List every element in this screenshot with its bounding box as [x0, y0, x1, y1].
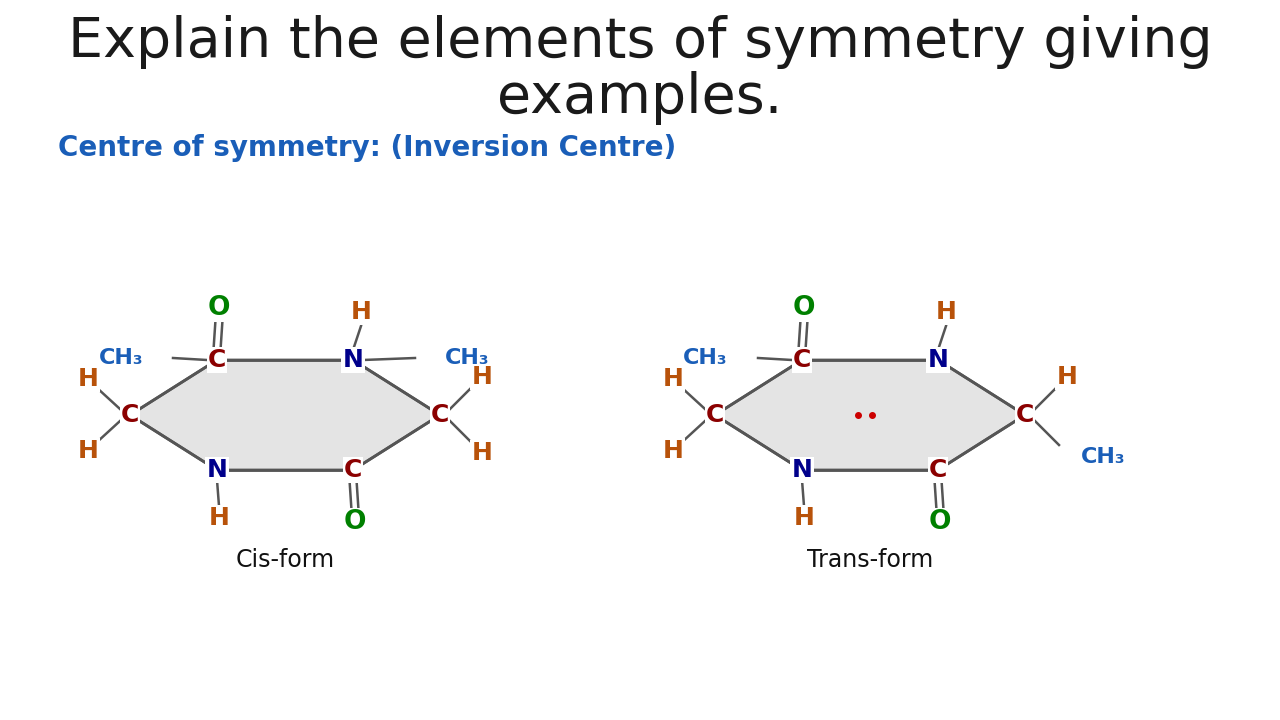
Text: H: H	[663, 367, 684, 391]
Text: H: H	[794, 506, 814, 530]
Polygon shape	[716, 360, 1025, 470]
Text: C: C	[431, 403, 449, 427]
Text: H: H	[351, 300, 371, 324]
Text: CH₃: CH₃	[445, 348, 490, 368]
Text: Explain the elements of symmetry giving: Explain the elements of symmetry giving	[68, 15, 1212, 69]
Polygon shape	[131, 360, 440, 470]
Text: H: H	[209, 506, 229, 530]
Text: O: O	[344, 509, 366, 535]
Text: CH₃: CH₃	[1082, 447, 1125, 467]
Text: Centre of symmetry: (Inversion Centre): Centre of symmetry: (Inversion Centre)	[58, 134, 676, 162]
Text: O: O	[929, 509, 951, 535]
Text: C: C	[705, 403, 724, 427]
Text: C: C	[207, 348, 227, 372]
Text: H: H	[78, 439, 99, 463]
Text: CH₃: CH₃	[99, 348, 143, 368]
Text: H: H	[78, 367, 99, 391]
Text: N: N	[791, 458, 813, 482]
Text: N: N	[343, 348, 364, 372]
Text: C: C	[929, 458, 947, 482]
Text: examples.: examples.	[498, 71, 782, 125]
Text: CH₃: CH₃	[684, 348, 728, 368]
Text: H: H	[1056, 365, 1078, 389]
Text: C: C	[792, 348, 812, 372]
Text: O: O	[207, 295, 230, 321]
Text: N: N	[206, 458, 228, 482]
Text: H: H	[471, 365, 493, 389]
Text: Cis-form: Cis-form	[236, 548, 334, 572]
Text: N: N	[928, 348, 948, 372]
Text: C: C	[344, 458, 362, 482]
Text: Trans-form: Trans-form	[806, 548, 933, 572]
Text: H: H	[663, 439, 684, 463]
Text: C: C	[120, 403, 140, 427]
Text: H: H	[936, 300, 956, 324]
Text: C: C	[1016, 403, 1034, 427]
Text: O: O	[792, 295, 815, 321]
Text: H: H	[471, 441, 493, 465]
